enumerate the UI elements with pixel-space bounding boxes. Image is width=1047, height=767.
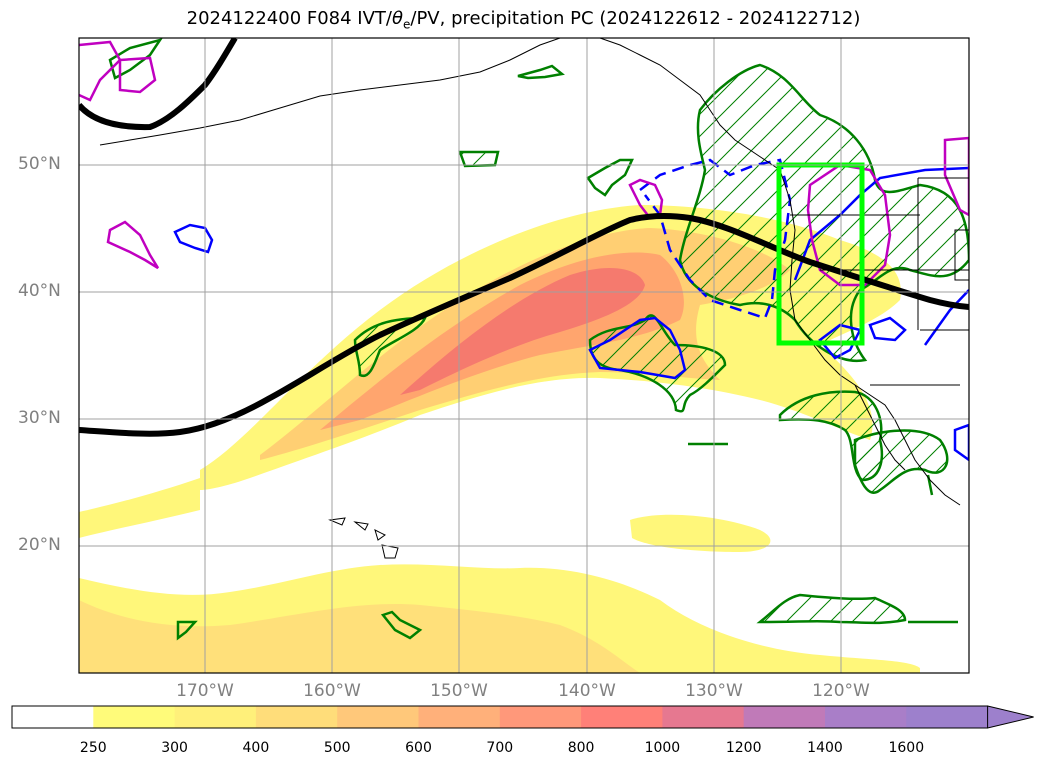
green-contour-c — [380, 610, 423, 640]
colorbar-extend-arrow — [987, 705, 1034, 729]
pv-contour-east3 — [868, 316, 907, 342]
green-contour-b — [517, 64, 565, 80]
ivt-core — [400, 267, 645, 395]
magenta-contour-central — [628, 178, 664, 220]
colorbar-segment — [93, 706, 176, 728]
pv-contour-central — [588, 316, 687, 380]
precip-regions — [353, 63, 969, 625]
ivt-low-patch-east — [630, 514, 771, 552]
colorbar-tick-label: 1600 — [888, 740, 925, 756]
green-contours — [108, 38, 958, 641]
pv-contour-east2 — [818, 323, 862, 360]
colorbar-segment — [662, 706, 745, 728]
magenta-contour-east — [806, 163, 892, 287]
lon-label-130w: 130°W — [685, 681, 743, 701]
precip-tropical-east — [756, 593, 907, 625]
precip-mexico — [853, 429, 949, 494]
island-hawaii — [328, 517, 399, 559]
precip-pacific-northwest — [678, 63, 969, 363]
magenta-contour-nw2 — [118, 56, 157, 94]
ivt-low-west — [79, 478, 200, 538]
colorbar-segment — [12, 706, 94, 728]
map-frame — [78, 37, 970, 674]
coastline-alaska — [99, 38, 561, 146]
lon-label-170w: 170°W — [176, 681, 234, 701]
lat-label-20: 20°N — [18, 535, 61, 555]
colorbar — [11, 705, 1034, 729]
colorbar-tick-label: 400 — [242, 740, 270, 756]
pv-contour-east4 — [923, 289, 969, 346]
colorbar-tick-label: 1000 — [644, 740, 681, 756]
precip-small-1 — [458, 150, 500, 168]
colorbar-segment — [581, 706, 663, 728]
pv-contour-east5 — [953, 423, 969, 462]
colorbar-tick-label: 250 — [79, 740, 107, 756]
magenta-contours — [79, 40, 969, 287]
colorbar-tick-label: 500 — [323, 740, 351, 756]
colorbar-tick-label: 800 — [567, 740, 595, 756]
colorbar-segment — [418, 706, 501, 728]
magenta-contour-west — [106, 220, 160, 270]
colorbar-tick-label: 700 — [486, 740, 514, 756]
coastline-bc-alaska — [599, 38, 781, 171]
colorbar-segment — [174, 706, 257, 728]
green-contour-d — [176, 620, 198, 641]
coastline-baja — [854, 384, 906, 471]
colorbar-segment — [825, 706, 907, 728]
colorbar-tick-label: 1400 — [807, 740, 843, 756]
lon-label-120w: 120°W — [812, 681, 870, 701]
magenta-contour-far-east — [943, 136, 969, 217]
gridlines — [79, 38, 969, 673]
theta-e-nw-contour — [79, 38, 238, 131]
lon-label-160w: 160°W — [303, 681, 361, 701]
colorbar-segment — [337, 706, 419, 728]
colorbar-tick-label: 300 — [161, 740, 188, 756]
magenta-contour-nw — [79, 40, 122, 102]
colorbar-segment — [743, 706, 826, 728]
map-title: 2024122400 F084 IVT/θe/PV, precipitation… — [186, 8, 861, 32]
lat-label-50: 50°N — [18, 154, 61, 174]
lon-label-150w: 150°W — [430, 681, 488, 701]
precip-small-2 — [353, 316, 427, 378]
colorbar-tick-label: 1200 — [725, 740, 762, 756]
colorbar-segment — [499, 706, 582, 728]
colorbar-outline — [11, 705, 988, 729]
colorbar-tick-label: 600 — [405, 740, 432, 756]
pv-contour-west — [173, 223, 214, 254]
green-contour-g — [108, 38, 163, 80]
lat-label-40: 40°N — [18, 281, 61, 301]
ivt-mid-southern-band — [79, 600, 640, 673]
lon-label-140w: 140°W — [558, 681, 616, 701]
precip-central-pacific — [588, 314, 727, 413]
colorbar-segment — [906, 706, 989, 728]
lat-label-30: 30°N — [18, 408, 61, 428]
colorbar-segment — [255, 706, 338, 728]
